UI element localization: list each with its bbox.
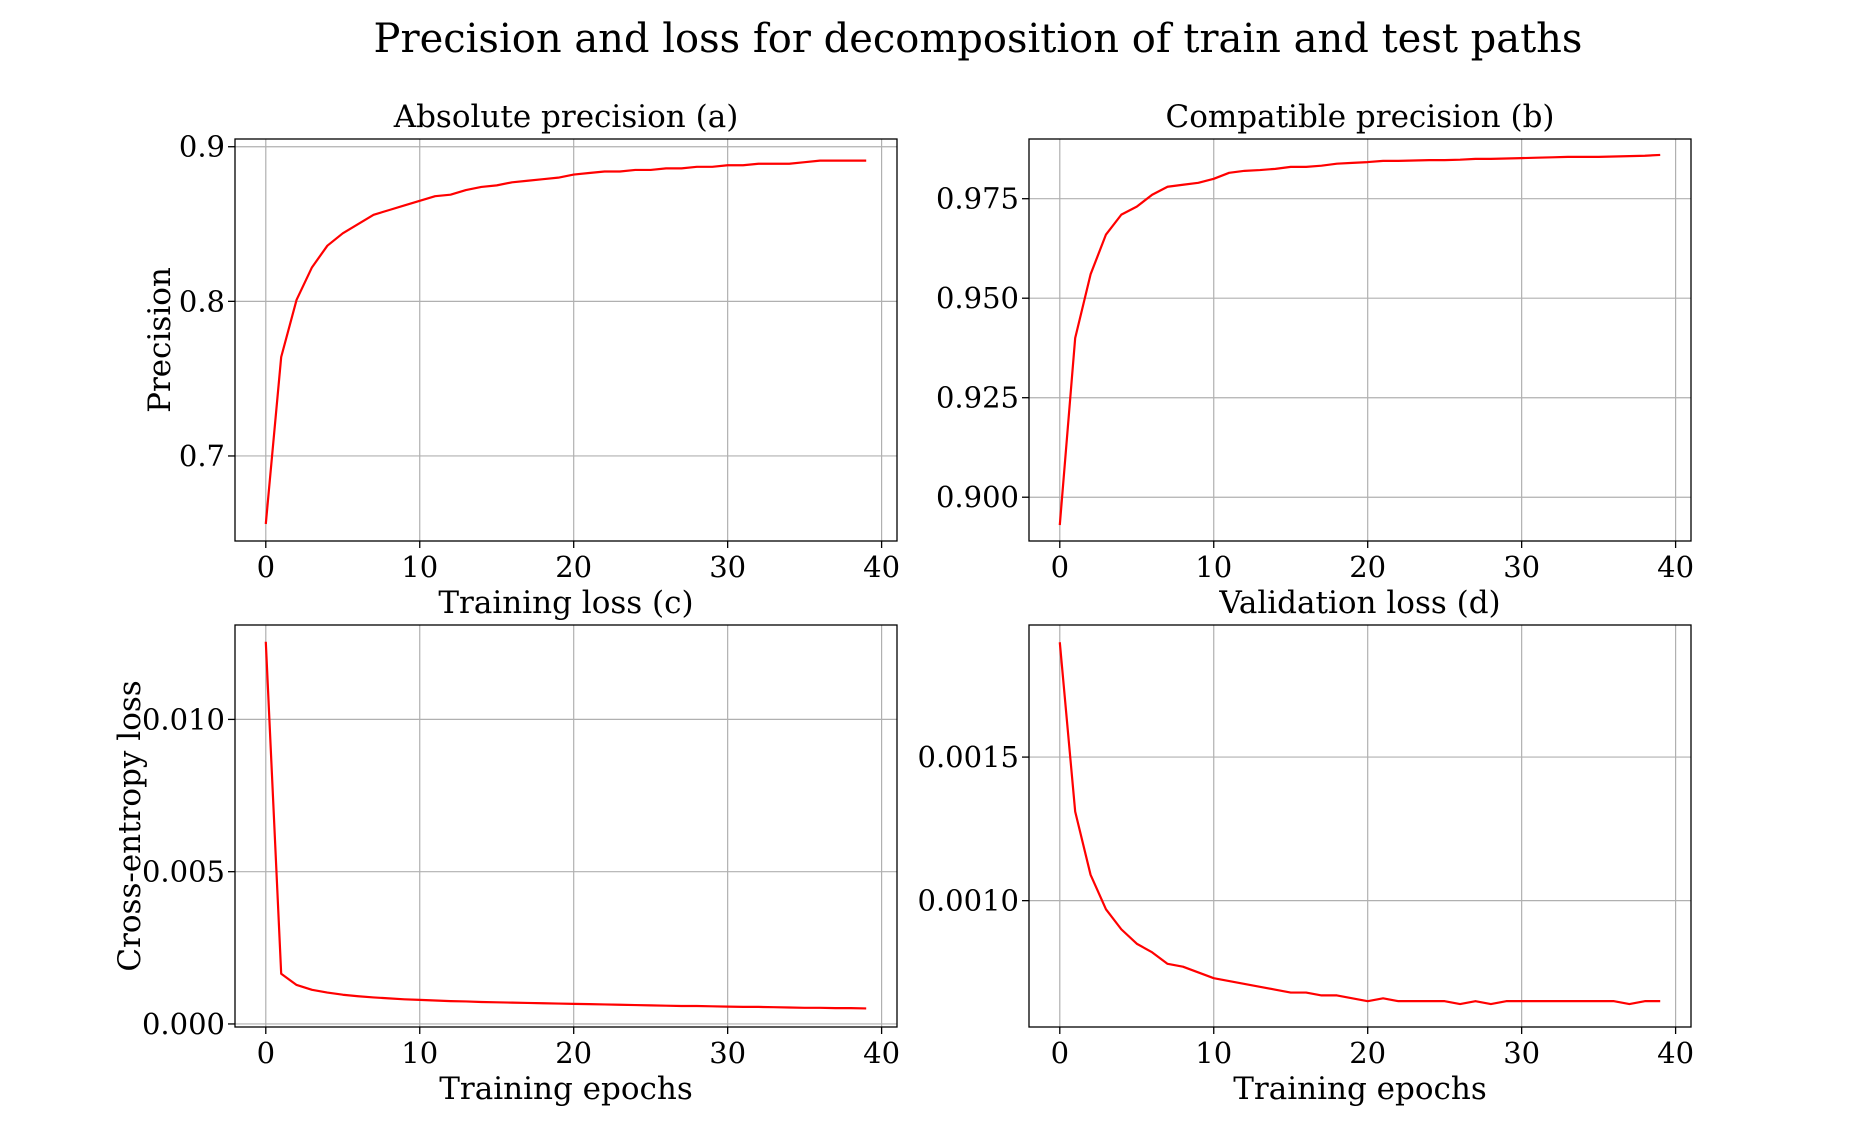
subplot-title: Absolute precision (a) (393, 99, 739, 135)
x-tick-label: 30 (709, 1036, 746, 1070)
axes-frame (1028, 138, 1692, 542)
y-tick-label: 0.925 (936, 381, 1019, 415)
axes-frame (234, 624, 898, 1028)
subplots-grid: 0 10 20 30 40 0.7 0.8 0.9 Absolute precision (a)… (112, 99, 1694, 1107)
series-line-b (1058, 153, 1661, 526)
subplot-title: Training loss (c) (438, 585, 693, 621)
y-axis-label: Cross-entropy loss (112, 680, 148, 971)
series-line-d (1058, 642, 1661, 1006)
x-tick-label: 30 (709, 550, 746, 584)
y-tick-label: 0.000 (142, 1007, 225, 1041)
x-tick-label: 30 (1503, 1036, 1540, 1070)
x-tick-label: 40 (1657, 550, 1694, 584)
x-axis-label: Training epochs (1233, 1071, 1487, 1107)
subplot-b: 0 10 20 30 40 0.900 0.925 0.950 0.975 Compatible … (936, 99, 1694, 584)
subplot-title: Compatible precision (b) (1165, 99, 1554, 135)
x-tick-label: 30 (1503, 550, 1540, 584)
x-tick-label: 40 (863, 1036, 900, 1070)
x-tick-label: 0 (1051, 1036, 1069, 1070)
x-tick-label: 10 (401, 550, 438, 584)
x-tick-label: 20 (1349, 550, 1386, 584)
x-tick-label: 0 (257, 550, 275, 584)
series-line-c (264, 641, 867, 1010)
figure-title: Precision and loss for decomposition of … (374, 16, 1583, 62)
x-tick-label: 20 (1349, 1036, 1386, 1070)
x-tick-label: 0 (1051, 550, 1069, 584)
y-tick-label: 0.8 (179, 284, 225, 318)
y-tick-label: 0.900 (936, 480, 1019, 514)
series-line-a (264, 159, 867, 525)
x-tick-label: 10 (1195, 550, 1232, 584)
axes-frame (1028, 624, 1692, 1028)
x-tick-label: 10 (1195, 1036, 1232, 1070)
x-tick-label: 20 (555, 1036, 592, 1070)
y-tick-label: 0.975 (936, 182, 1019, 216)
y-tick-label: 0.9 (179, 130, 225, 164)
subplot-c: 0 10 20 30 40 0.000 0.005 0.010 Training loss (c… (112, 585, 900, 1107)
x-tick-label: 40 (863, 550, 900, 584)
y-tick-label: 0.0015 (918, 740, 1019, 774)
subplot-d: 0 10 20 30 40 0.0010 0.0015 Validation loss (d)… (918, 585, 1695, 1107)
x-axis-label: Training epochs (439, 1071, 693, 1107)
y-axis-label: Precision (142, 267, 178, 413)
y-tick-label: 0.005 (142, 855, 225, 889)
x-tick-label: 0 (257, 1036, 275, 1070)
x-tick-label: 20 (555, 550, 592, 584)
y-tick-label: 0.7 (179, 439, 225, 473)
subplot-a: 0 10 20 30 40 0.7 0.8 0.9 Absolute precision (a)… (142, 99, 900, 584)
y-tick-label: 0.010 (142, 702, 225, 736)
axes-frame (234, 138, 898, 542)
x-tick-label: 40 (1657, 1036, 1694, 1070)
subplot-title: Validation loss (d) (1218, 585, 1500, 621)
y-tick-label: 0.950 (936, 281, 1019, 315)
x-tick-label: 10 (401, 1036, 438, 1070)
y-tick-label: 0.0010 (918, 884, 1019, 918)
